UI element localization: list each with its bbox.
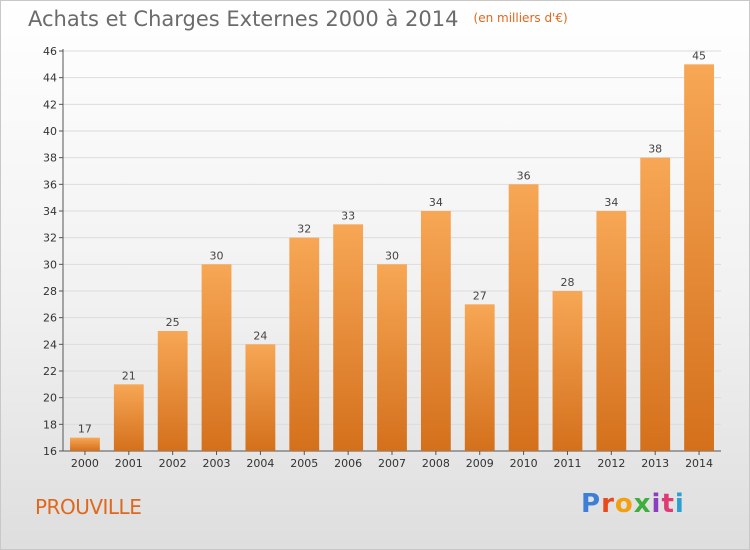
- logo-letter: t: [661, 489, 675, 519]
- bar-2003[interactable]: [201, 264, 232, 451]
- bar-value-label: 38: [648, 143, 662, 156]
- bar-2000[interactable]: [70, 437, 100, 451]
- logo-letter: o: [614, 489, 634, 519]
- bar-value-label: 25: [166, 316, 180, 329]
- y-tick-label: 46: [43, 45, 57, 58]
- bar-2008[interactable]: [420, 211, 451, 451]
- y-tick-label: 30: [43, 258, 57, 271]
- logo-letter: x: [633, 489, 652, 519]
- bar-2004[interactable]: [245, 344, 276, 451]
- bar-value-label: 45: [692, 49, 706, 62]
- y-tick-label: 28: [43, 285, 57, 298]
- x-tick-label: 2005: [290, 457, 318, 470]
- x-tick-label: 2001: [115, 457, 143, 470]
- y-tick-label: 36: [43, 178, 57, 191]
- bar-2007[interactable]: [377, 264, 407, 451]
- y-tick-label: 38: [43, 152, 57, 165]
- title-row: Achats et Charges Externes 2000 à 2014 (…: [28, 7, 568, 31]
- proxiti-logo[interactable]: Proxiti: [581, 489, 685, 519]
- commune-name: PROUVILLE: [35, 495, 142, 519]
- x-tick-label: 2009: [466, 457, 494, 470]
- y-tick-label: 22: [43, 365, 57, 378]
- label-layer: 17 21 25 30 24 32 33 30 34 27 36 28 34 38 45: [78, 49, 706, 435]
- bar-value-label: 34: [604, 196, 618, 209]
- bar-value-label: 17: [78, 423, 92, 436]
- x-tick-label: 2007: [378, 457, 406, 470]
- y-tick-label: 20: [43, 392, 57, 405]
- y-tick-label: 40: [43, 125, 57, 138]
- x-tick-label: 2004: [246, 457, 274, 470]
- y-tick-label: 24: [43, 338, 57, 351]
- bar-2009[interactable]: [464, 304, 495, 451]
- logo-letter: i: [674, 489, 685, 519]
- y-tick-label: 32: [43, 232, 57, 245]
- y-tick-label: 42: [43, 98, 57, 111]
- y-tick-label: 44: [43, 72, 57, 85]
- bar-value-label: 27: [473, 289, 487, 302]
- bar-2002[interactable]: [157, 331, 188, 451]
- y-tick-label: 18: [43, 418, 57, 431]
- bar-2001[interactable]: [113, 384, 144, 451]
- x-tick-label: 2010: [510, 457, 538, 470]
- x-tick-label: 2011: [553, 457, 581, 470]
- bar-layer: [70, 64, 714, 452]
- bar-value-label: 33: [341, 209, 355, 222]
- bar-2014[interactable]: [684, 64, 714, 452]
- x-tick-label: 2012: [597, 457, 625, 470]
- bar-value-label: 32: [297, 223, 311, 236]
- chart-subtitle: (en milliers d'€): [473, 11, 568, 25]
- bar-2005[interactable]: [289, 237, 320, 451]
- bar-value-label: 24: [253, 329, 267, 342]
- bar-2013[interactable]: [640, 157, 671, 451]
- logo-letter: i: [651, 489, 662, 519]
- bar-value-label: 28: [560, 276, 574, 289]
- x-tick-label: 2002: [159, 457, 187, 470]
- bar-value-label: 21: [122, 369, 136, 382]
- bar-value-label: 30: [210, 249, 224, 262]
- x-tick-label: 2000: [71, 457, 99, 470]
- x-tick-label: 2008: [422, 457, 450, 470]
- x-tick-label: 2003: [203, 457, 231, 470]
- x-tick-label: 2013: [641, 457, 669, 470]
- bar-value-label: 36: [517, 169, 531, 182]
- y-tick-label: 34: [43, 205, 57, 218]
- bar-value-label: 34: [429, 196, 443, 209]
- bar-value-label: 30: [385, 249, 399, 262]
- logo-letter: P: [581, 489, 602, 519]
- bar-2010[interactable]: [508, 184, 539, 452]
- chart-title: Achats et Charges Externes 2000 à 2014: [28, 7, 459, 31]
- y-tick-label: 26: [43, 312, 57, 325]
- bar-2006[interactable]: [333, 224, 364, 451]
- y-tick-label: 16: [43, 445, 57, 458]
- logo-letter: r: [601, 489, 615, 519]
- x-tick-label: 2006: [334, 457, 362, 470]
- bar-2011[interactable]: [552, 291, 583, 451]
- x-tick-label: 2014: [685, 457, 713, 470]
- bar-2012[interactable]: [596, 211, 627, 451]
